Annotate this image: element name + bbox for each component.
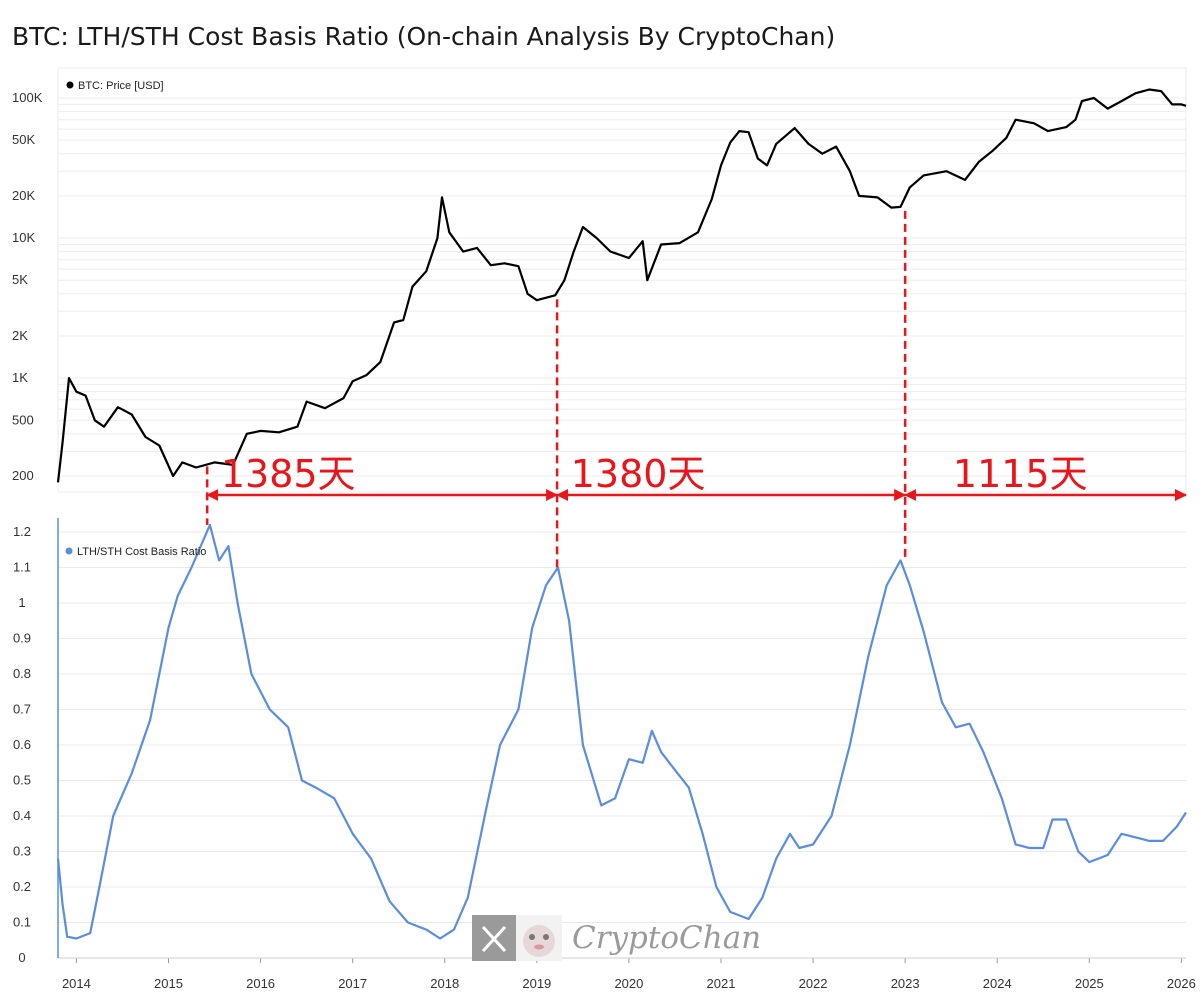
price-tick-label: 1K xyxy=(12,370,28,385)
x-tick-label: 2023 xyxy=(891,976,920,991)
ratio-tick-label: 1.1 xyxy=(13,560,31,575)
x-logo-glyph xyxy=(481,925,507,953)
chart-title: BTC: LTH/STH Cost Basis Ratio (On-chain … xyxy=(12,22,836,51)
ratio-legend: LTH/STH Cost Basis Ratio xyxy=(65,546,206,558)
price-tick-label: 20K xyxy=(12,188,35,203)
x-tick-label: 2022 xyxy=(799,976,828,991)
cycle-duration-label: 1385天 xyxy=(221,452,356,496)
mascot-avatar-icon xyxy=(516,915,562,961)
x-axis: 2014 2015 2016 2017 2018 2019 2020 2021 2022 2023… xyxy=(58,957,1196,991)
cycle-annotations: 1385天 1380天 1115天 xyxy=(205,210,1187,568)
price-legend-marker xyxy=(66,81,74,89)
ratio-legend-marker xyxy=(65,547,73,555)
ratio-legend-label: LTH/STH Cost Basis Ratio xyxy=(77,546,206,558)
ratio-tick-label: 0.9 xyxy=(13,631,31,646)
price-tick-label: 500 xyxy=(12,412,34,427)
x-tick-label: 2026 xyxy=(1167,976,1196,991)
cycle-duration-label: 1115天 xyxy=(953,452,1088,496)
price-panel-grid xyxy=(57,67,1187,493)
price-series-line xyxy=(56,88,1187,483)
ratio-tick-label: 0.6 xyxy=(13,737,31,752)
watermark-text: CryptoChan xyxy=(572,920,761,956)
ratio-tick-label: 0.4 xyxy=(13,808,31,823)
price-legend: BTC: Price [USD] xyxy=(66,80,164,92)
price-y-axis: 100K 50K 20K 10K 5K 2K 1K 500 200 xyxy=(12,90,43,483)
x-tick-label: 2018 xyxy=(430,976,459,991)
ratio-panel-grid xyxy=(58,531,1186,959)
ratio-series-line xyxy=(56,523,1187,940)
ratio-tick-label: 0.7 xyxy=(13,702,31,717)
x-tick-label: 2015 xyxy=(154,976,183,991)
watermark: CryptoChan xyxy=(472,915,761,961)
x-tick-label: 2025 xyxy=(1075,976,1104,991)
price-tick-label: 100K xyxy=(12,90,43,105)
ratio-tick-label: 0.3 xyxy=(13,844,31,859)
ratio-tick-label: 0.2 xyxy=(13,879,31,894)
x-tick-label: 2017 xyxy=(338,976,367,991)
x-tick-label: 2024 xyxy=(983,976,1012,991)
ratio-tick-label: 1.2 xyxy=(13,524,31,539)
price-tick-label: 200 xyxy=(12,468,34,483)
x-tick-label: 2016 xyxy=(246,976,275,991)
price-legend-label: BTC: Price [USD] xyxy=(78,80,164,92)
ratio-y-axis: 1.2 1.1 1 0.9 0.8 0.7 0.6 0.5 0.4 0.3 0.2 0.1 0 xyxy=(13,524,31,965)
price-tick-label: 2K xyxy=(12,328,28,343)
x-tick-label: 2019 xyxy=(522,976,551,991)
price-tick-label: 5K xyxy=(12,272,28,287)
ratio-tick-label: 1 xyxy=(18,595,25,610)
ratio-tick-label: 0.5 xyxy=(13,773,31,788)
x-tick-label: 2014 xyxy=(62,976,91,991)
price-tick-label: 50K xyxy=(12,132,35,147)
x-tick-label: 2021 xyxy=(707,976,736,991)
ratio-tick-label: 0.8 xyxy=(13,666,31,681)
ratio-tick-label: 0 xyxy=(18,950,25,965)
ratio-tick-label: 0.1 xyxy=(13,915,31,930)
price-tick-label: 10K xyxy=(12,230,35,245)
x-tick-label: 2020 xyxy=(614,976,643,991)
cycle-duration-label: 1380天 xyxy=(571,452,706,496)
